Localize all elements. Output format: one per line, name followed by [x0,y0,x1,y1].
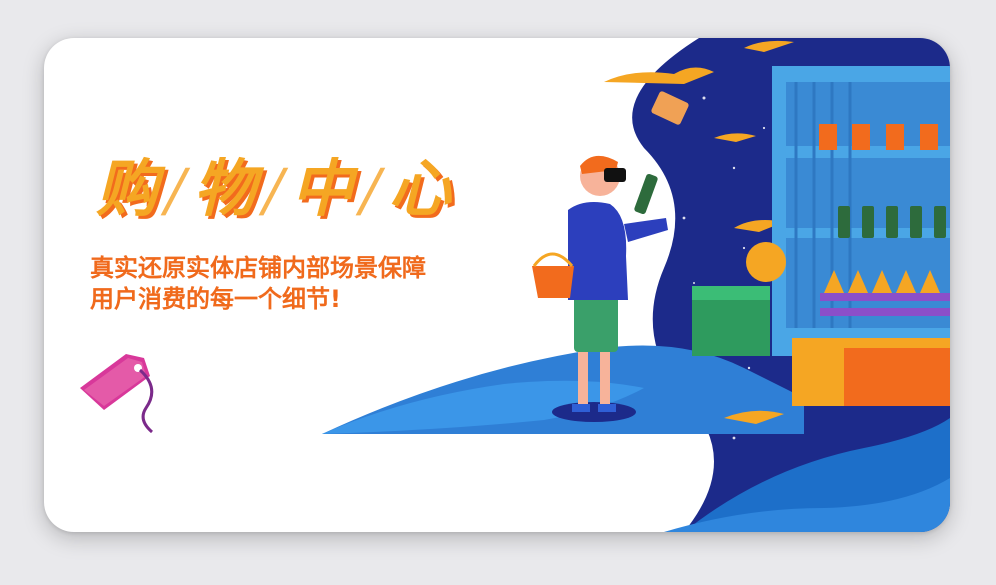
banner-card: 购/物/中/心 真实还原实体店铺内部场景保障 用户消费的每一个细节! [44,38,950,532]
bottom-right-wave-top [664,478,950,532]
shopping-illustration [80,38,950,532]
banner-title: 购/物/中/心 [96,138,453,228]
floor-wave-light [322,380,644,434]
shopper-bottle [634,173,658,215]
shelf-bottles [838,206,946,238]
store-counter-front [844,348,950,406]
title-char-4: 心 [388,152,453,225]
title-char-1: 购 [96,152,161,225]
title-char-2: 物 [193,152,258,225]
floating-box [651,91,689,125]
shopper-hoodie [568,202,628,300]
title-separator: / [256,156,293,224]
price-tag-icon [80,354,154,434]
subtitle-line-2: 用户消费的每一个细节! [90,285,341,313]
store-shelf [772,66,950,356]
subtitle-line-1: 真实还原实体店铺内部场景保障 [90,254,426,282]
banner-subtitle: 真实还原实体店铺内部场景保障 用户消费的每一个细节! [90,253,426,315]
orange-ball [746,242,786,282]
title-separator: / [353,156,390,224]
shelf-cones [820,270,950,316]
shelf-cans [819,124,938,150]
title-char-3: 中 [291,152,356,225]
clouds [604,40,794,424]
title-separator: / [158,156,195,224]
shopper-basket [532,266,574,298]
shopper-figure [532,155,668,422]
